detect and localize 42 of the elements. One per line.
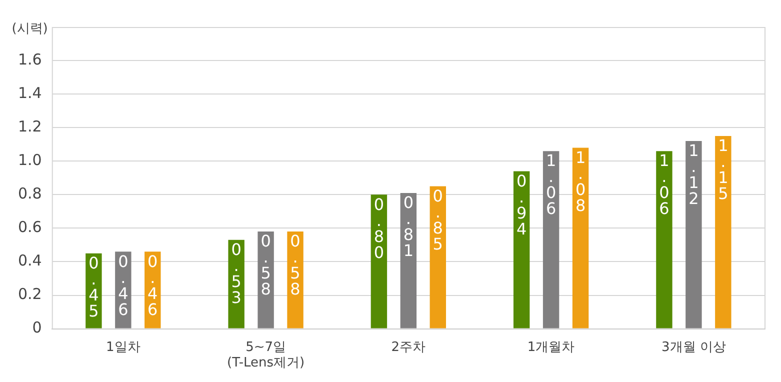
y-tick-label: 0.4 bbox=[18, 252, 42, 270]
bar bbox=[430, 186, 446, 328]
x-tick-label: 1일차 bbox=[106, 340, 140, 355]
data-label: 0.81 bbox=[403, 193, 414, 260]
y-tick-label: 1.6 bbox=[18, 50, 42, 68]
y-tick-label: 1.2 bbox=[18, 117, 42, 136]
y-tick-label: 0.8 bbox=[18, 184, 42, 203]
bar bbox=[228, 240, 244, 328]
data-label: 0.85 bbox=[432, 186, 443, 254]
y-tick-label: 0.6 bbox=[18, 218, 42, 236]
bar bbox=[686, 141, 702, 328]
data-label: 0.53 bbox=[231, 240, 242, 308]
bar bbox=[258, 232, 274, 328]
y-tick-label: 0.2 bbox=[18, 285, 42, 304]
x-tick-label: 2주차 bbox=[391, 340, 426, 355]
y-tick-label: 1.4 bbox=[18, 84, 42, 102]
bar bbox=[370, 194, 388, 328]
data-label: 0.94 bbox=[516, 171, 527, 238]
bar bbox=[656, 151, 672, 328]
data-label: 0.58 bbox=[290, 232, 300, 299]
data-label: 0.80 bbox=[374, 194, 384, 262]
data-label: 0.46 bbox=[118, 252, 128, 319]
y-tick-label: 0 bbox=[32, 318, 42, 337]
data-label: 1.06 bbox=[546, 151, 556, 218]
bar bbox=[715, 136, 732, 328]
data-label: 0.45 bbox=[88, 254, 99, 321]
bar bbox=[400, 192, 417, 328]
y-axis-title: (시력) bbox=[12, 21, 48, 36]
data-label: 1.15 bbox=[718, 136, 728, 204]
bar bbox=[542, 151, 560, 328]
data-label: 1.12 bbox=[688, 141, 699, 208]
x-tick-label: 3개월 이상 bbox=[661, 340, 726, 355]
y-tick-label: 1.0 bbox=[18, 151, 42, 170]
x-tick-label: 5~7일 (T-Lens제거) bbox=[226, 340, 305, 371]
data-label: 1.08 bbox=[575, 148, 586, 215]
bar bbox=[287, 232, 304, 328]
x-tick-label: 1개월차 bbox=[527, 340, 575, 355]
data-label: 0.58 bbox=[260, 232, 271, 299]
data-label: 1.06 bbox=[659, 151, 670, 218]
bar bbox=[513, 171, 530, 328]
data-label: 0.46 bbox=[148, 252, 158, 319]
bar bbox=[572, 148, 589, 328]
